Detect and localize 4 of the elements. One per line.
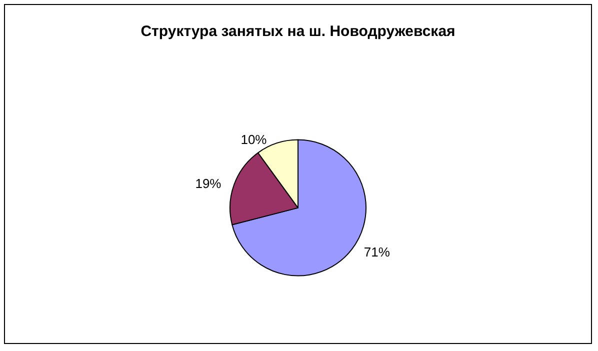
data-label: 10% [240,132,268,147]
data-label: 71% [364,244,390,260]
data-label: 19% [195,176,222,191]
chart-title: Структура занятых на ш. Новодружевская [140,23,456,40]
